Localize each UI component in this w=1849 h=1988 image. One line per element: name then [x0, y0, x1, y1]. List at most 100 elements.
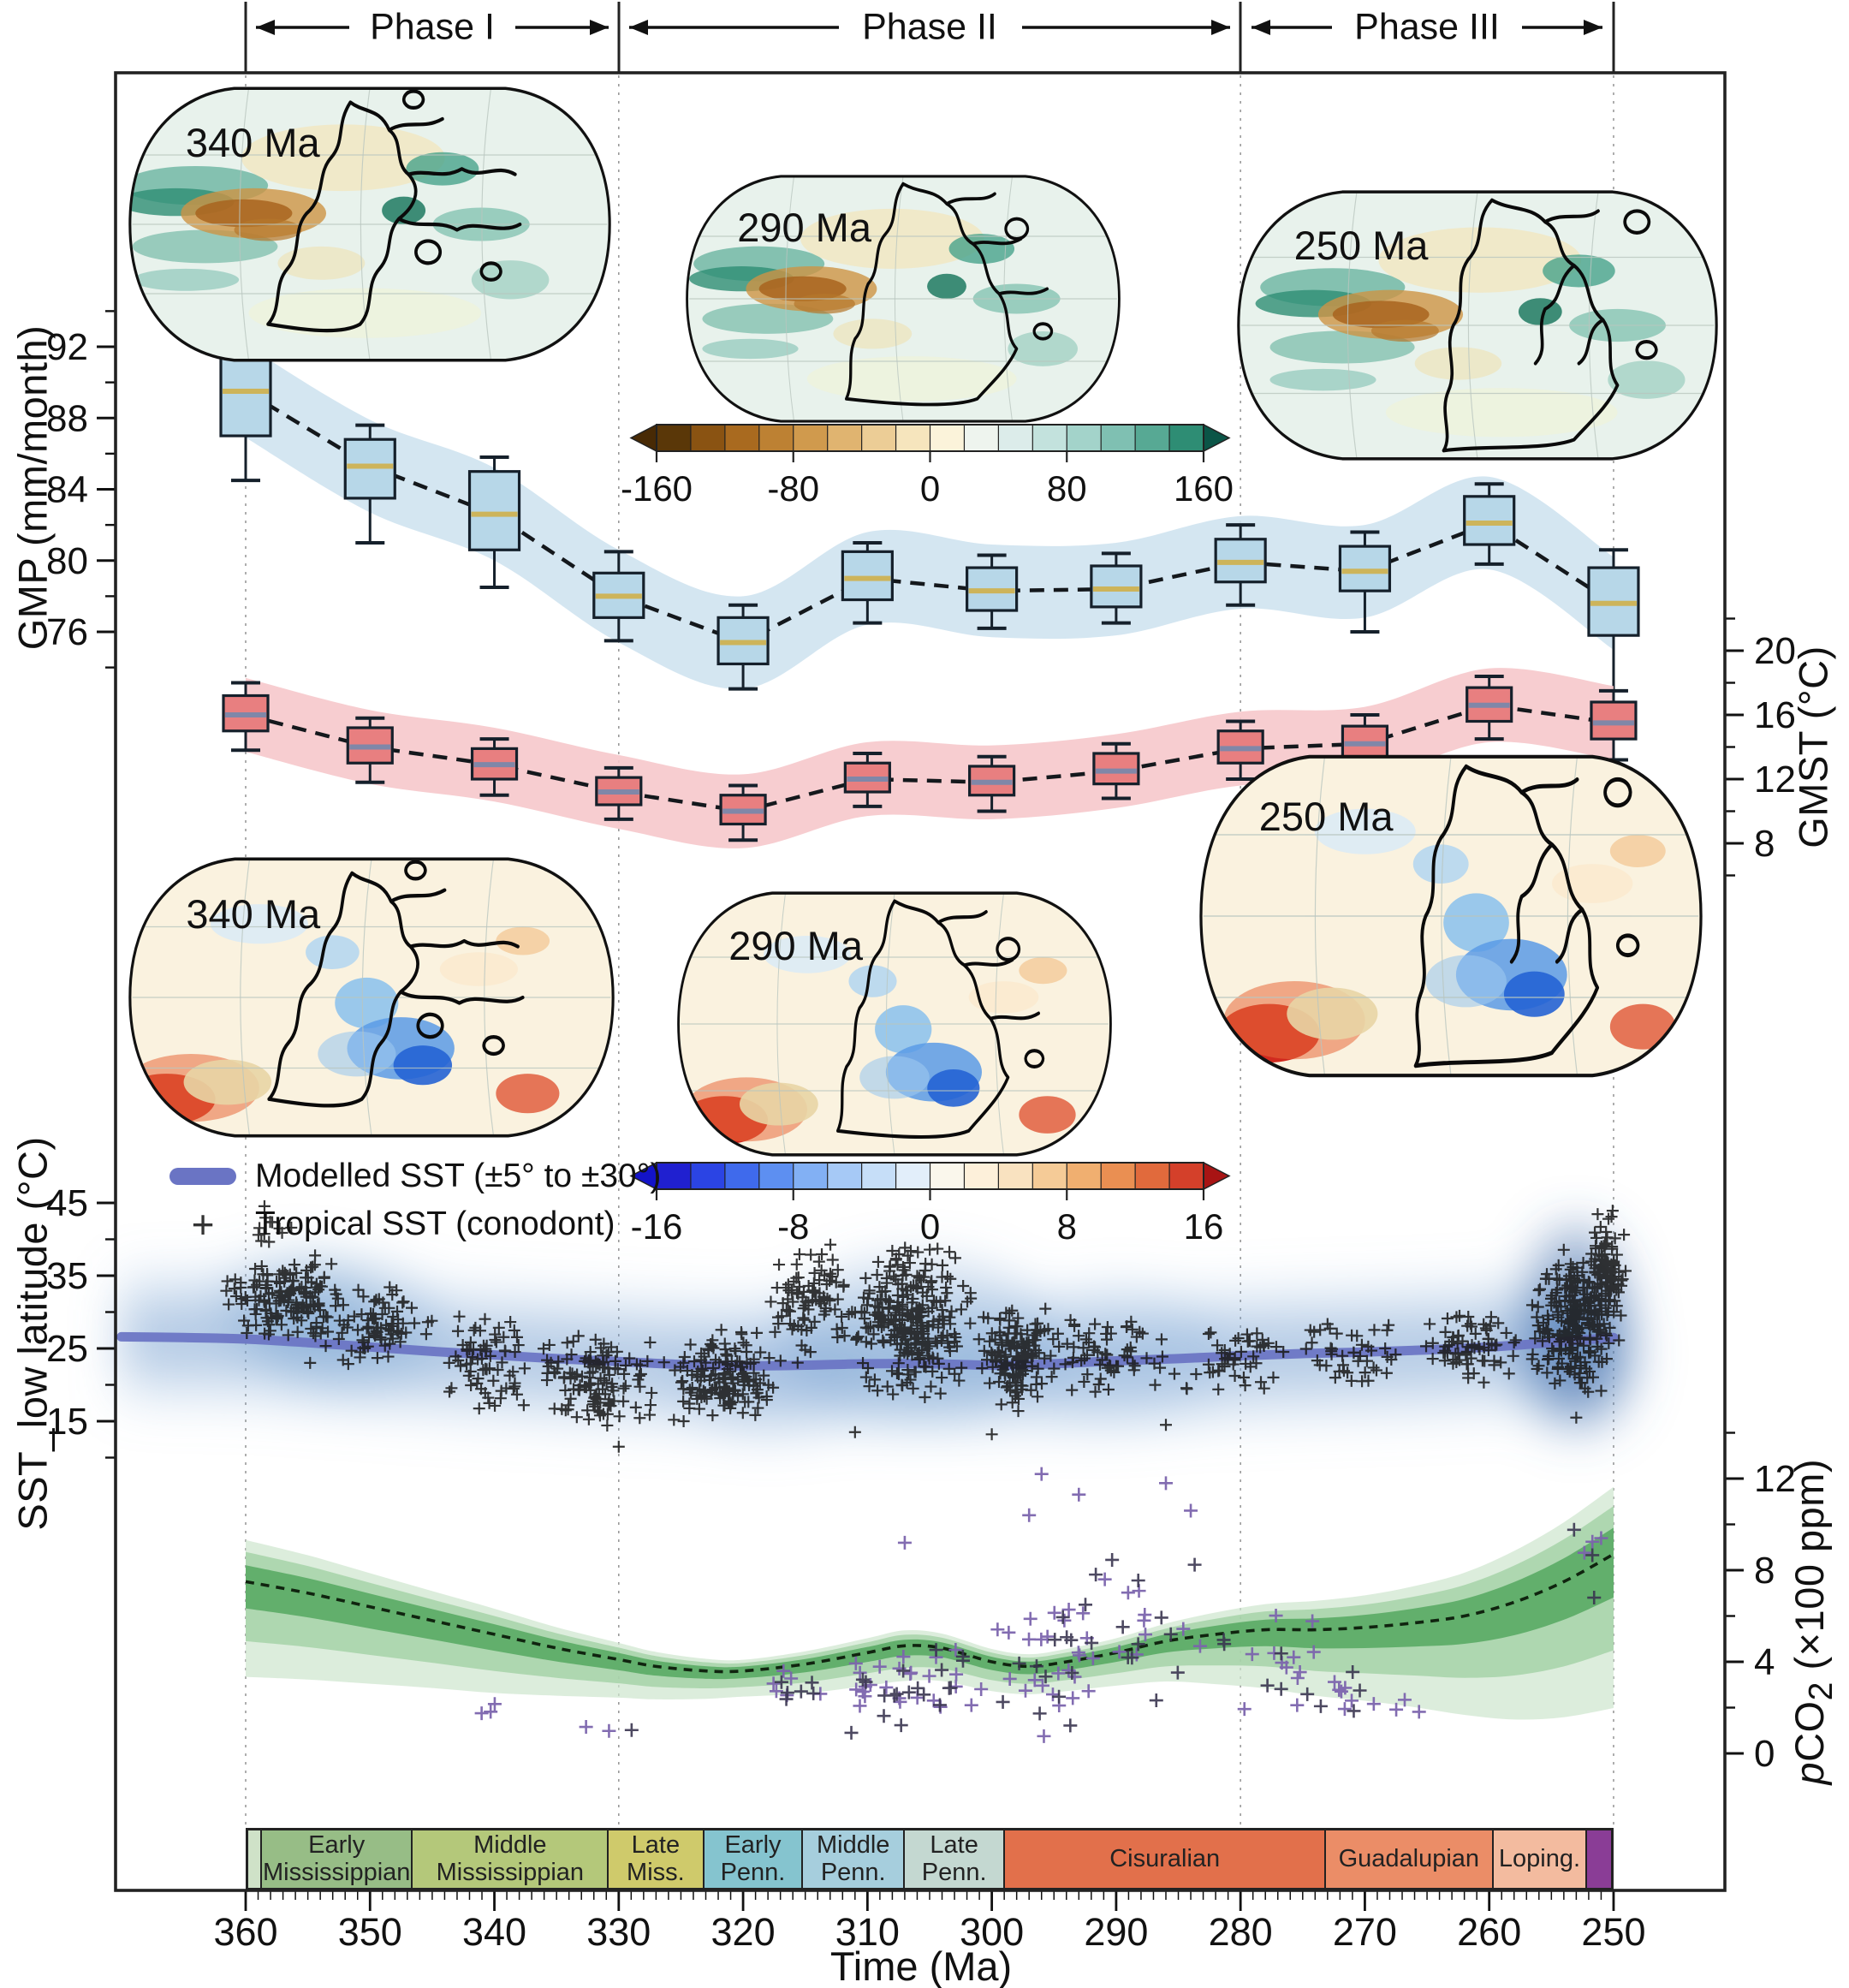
svg-text:0: 0	[920, 468, 940, 509]
plus-marker-icon: +	[191, 1202, 215, 1247]
stage-early-penn-: Early Penn.	[704, 1830, 804, 1888]
precip-map-250ma: 250 Ma	[1236, 189, 1719, 461]
stage-middle-penn-: Middle Penn.	[803, 1830, 906, 1888]
precip-map-340ma: 340 Ma	[128, 86, 612, 363]
legend-modelled-label: Modelled SST (±5° to ±30°)	[255, 1158, 662, 1194]
svg-text:0: 0	[1754, 1733, 1775, 1775]
stage-middle-mississippian: Middle Mississippian	[413, 1830, 609, 1888]
stage-cisuralian-: Cisuralian	[1005, 1830, 1327, 1888]
map-label: 340 Ma	[185, 119, 320, 165]
svg-text:15: 15	[46, 1401, 88, 1443]
box-320ma	[716, 603, 770, 691]
svg-text:250: 250	[1581, 1910, 1645, 1954]
phase-strip	[244, 2, 1615, 73]
phase-3-label: Phase III	[1354, 6, 1500, 48]
svg-text:160: 160	[1174, 468, 1234, 509]
time-axis-title: Time (Ma)	[830, 1943, 1012, 1988]
stage-early-mississippian: Early Mississippian	[261, 1830, 413, 1888]
pco2-band-series	[245, 1486, 1614, 1720]
map-label: 250 Ma	[1293, 223, 1429, 269]
svg-text:260: 260	[1457, 1910, 1521, 1954]
svg-text:4: 4	[1754, 1641, 1775, 1683]
sst-map-340ma: 340 Ma	[128, 856, 615, 1139]
box-340ma	[470, 737, 519, 797]
svg-text:300: 300	[960, 1910, 1024, 1954]
stage-sliver	[248, 1830, 262, 1888]
stage-sliver	[1587, 1830, 1611, 1888]
svg-text:80: 80	[46, 540, 88, 582]
sst-legend: Modelled SST (±5° to ±30°) + Tropical SS…	[169, 1152, 661, 1248]
stage-late-penn-: Late Penn.	[905, 1830, 1006, 1888]
sst-map-290ma: 290 Ma	[676, 890, 1113, 1158]
pco2-proxy-scatter-dark	[624, 1522, 1602, 1740]
svg-text:-160: -160	[621, 468, 693, 509]
svg-text:84: 84	[46, 469, 88, 511]
svg-text:76: 76	[46, 611, 88, 653]
box-250ma	[1587, 548, 1640, 714]
legend-conodont-label: Tropical SST (conodont)	[255, 1205, 615, 1242]
svg-text:330: 330	[586, 1910, 651, 1954]
sst-axis-title: SST_low latitude (°C)	[9, 1136, 56, 1531]
sst-map-250ma: 250 Ma	[1198, 753, 1703, 1079]
stage-late-miss-: Late Miss.	[609, 1830, 705, 1888]
svg-text:-16: -16	[631, 1206, 683, 1247]
svg-text:340: 340	[462, 1910, 526, 1954]
gmst-axis-title: GMST (°C)	[1790, 646, 1836, 848]
gmst-box-series	[222, 668, 1638, 848]
svg-text:-80: -80	[767, 468, 819, 509]
svg-text:25: 25	[46, 1328, 88, 1370]
precip-map-290ma: 290 Ma	[685, 174, 1121, 424]
box-290ma	[1092, 741, 1140, 801]
precip-colorbar: -160 -80 0 80 160	[621, 423, 1234, 509]
svg-text:35: 35	[46, 1255, 88, 1297]
legend-row-conodont: + Tropical SST (conodont)	[169, 1200, 661, 1248]
svg-text:12: 12	[1754, 1458, 1796, 1500]
svg-text:8: 8	[1754, 823, 1775, 865]
conodont-sst-scatter	[220, 1199, 1632, 1453]
gmp-box-series	[219, 324, 1640, 714]
box-320ma	[719, 783, 767, 842]
box-340ma	[467, 455, 521, 589]
box-260ma	[1466, 675, 1513, 741]
box-310ma	[843, 752, 891, 808]
stagebar: Early Mississippian Middle Mississippian Lat…	[246, 1828, 1614, 1890]
box-270ma	[1338, 530, 1392, 634]
box-250ma	[1590, 688, 1638, 762]
svg-text:320: 320	[711, 1910, 776, 1954]
svg-text:280: 280	[1209, 1910, 1273, 1954]
map-label: 250 Ma	[1258, 793, 1394, 839]
svg-text:-8: -8	[777, 1206, 809, 1247]
svg-text:12: 12	[1754, 759, 1796, 801]
svg-text:290: 290	[1084, 1910, 1148, 1954]
map-label: 290 Ma	[728, 923, 863, 969]
stage-guadalupian-: Guadalupian	[1326, 1830, 1494, 1888]
sst-colorbar: -16 -8 0 8 16	[629, 1161, 1231, 1247]
box-350ma	[346, 716, 394, 784]
box-330ma	[592, 550, 645, 643]
stage-loping-: Loping.	[1493, 1830, 1588, 1888]
box-310ma	[841, 540, 894, 625]
box-280ma	[1216, 719, 1264, 781]
box-330ma	[595, 765, 643, 821]
gmp-axis-title: GMP (mm/month)	[9, 324, 56, 651]
plot-frame	[114, 71, 1727, 1892]
svg-text:16: 16	[1754, 694, 1796, 736]
pco2-axis-title: pCO2 (×100 ppm)	[1786, 1458, 1840, 1785]
box-260ma	[1463, 482, 1516, 566]
map-label: 290 Ma	[737, 205, 871, 251]
map-label: 340 Ma	[186, 890, 321, 937]
svg-text:270: 270	[1333, 1910, 1397, 1954]
svg-text:8: 8	[1754, 1550, 1775, 1592]
svg-text:8: 8	[1057, 1206, 1077, 1247]
phase-1-label: Phase I	[370, 6, 495, 48]
legend-row-modelled: Modelled SST (±5° to ±30°)	[169, 1152, 661, 1200]
svg-text:0: 0	[920, 1206, 940, 1247]
box-280ma	[1214, 523, 1267, 607]
box-300ma	[966, 553, 1019, 630]
box-350ma	[343, 423, 396, 545]
svg-text:92: 92	[46, 326, 88, 368]
svg-text:88: 88	[46, 397, 88, 439]
